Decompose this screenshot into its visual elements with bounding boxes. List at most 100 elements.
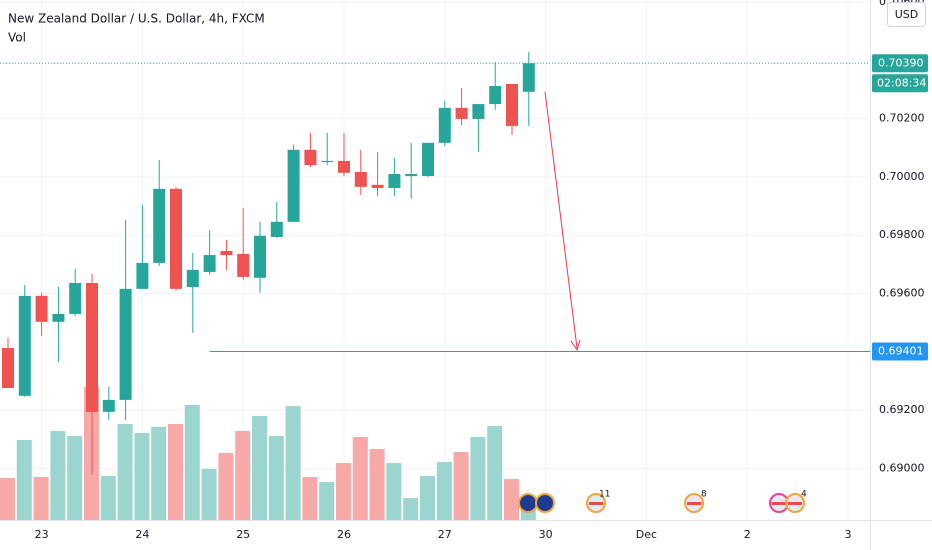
- volume-bar: [470, 437, 486, 520]
- candle-body: [254, 235, 266, 278]
- volume-bar: [386, 463, 402, 520]
- event-icon[interactable]: [518, 493, 538, 513]
- currency-button[interactable]: [887, 2, 926, 27]
- y-tick-label: 0.69200: [879, 403, 925, 416]
- volume-bar: [420, 476, 435, 520]
- x-tick-label: Dec: [636, 528, 657, 541]
- x-tick-label: 30: [539, 528, 553, 541]
- price-tags: 0.70390 02:08:34 0.69401: [872, 54, 928, 361]
- volume-bar: [16, 440, 32, 520]
- x-tick-label: 3: [845, 528, 852, 541]
- candle-body: [304, 149, 317, 165]
- volume-bar: [134, 433, 150, 520]
- chart-title: New Zealand Dollar / U.S. Dollar, 4h, FX…: [8, 12, 265, 26]
- x-tick-label: 24: [135, 528, 149, 541]
- candle-body: [136, 262, 149, 289]
- countdown-label: 02:08:34: [877, 76, 926, 89]
- arrow-line: [544, 91, 578, 349]
- y-tick-label: 0.69600: [879, 287, 925, 300]
- candles: [2, 51, 535, 475]
- volume-pane: [0, 387, 536, 520]
- flag-stripe: [788, 502, 802, 505]
- volume-bar: [369, 449, 385, 520]
- flag-stripe: [687, 502, 701, 505]
- volume-bar: [235, 431, 251, 520]
- y-tick-label: 0.69000: [879, 461, 925, 474]
- x-tick-label: 26: [337, 528, 351, 541]
- volume-bar: [336, 463, 351, 520]
- candle-body: [186, 269, 199, 288]
- candle-body: [153, 188, 166, 263]
- volume-bar: [285, 406, 301, 520]
- y-tick-label: 0.70000: [879, 170, 925, 183]
- candle-body: [220, 250, 233, 256]
- y-tick-label: 0.70200: [879, 112, 925, 125]
- candle-body: [405, 174, 418, 177]
- candle-body: [237, 253, 250, 277]
- candle-body: [35, 295, 48, 322]
- volume-bar: [403, 498, 419, 520]
- volume-bar: [436, 462, 452, 520]
- candle-body: [455, 107, 468, 119]
- candle-body: [102, 399, 115, 412]
- candle-body: [338, 160, 350, 173]
- event-count: 4: [801, 490, 807, 500]
- volume-bar: [487, 426, 503, 520]
- volume-bar: [0, 478, 15, 520]
- candle-body: [489, 85, 502, 105]
- candle-body: [522, 63, 535, 92]
- volume-bar: [100, 476, 116, 520]
- candle-body: [18, 295, 31, 396]
- x-tick-label: 2: [744, 528, 751, 541]
- x-tick-label: 23: [35, 528, 49, 541]
- volume-bar: [352, 437, 368, 520]
- countdown-tag: [872, 74, 928, 93]
- volume-bar: [67, 436, 83, 520]
- candle-body: [371, 184, 384, 189]
- candle-body: [203, 255, 216, 272]
- volume-bar: [184, 405, 200, 520]
- volume-bar: [252, 416, 267, 520]
- event-count: 11: [599, 490, 610, 500]
- candle-body: [69, 283, 82, 314]
- x-tick-label: 25: [236, 528, 250, 541]
- x-tick-label: 27: [438, 528, 452, 541]
- y-tick-label: 0.69800: [879, 228, 925, 241]
- flag-stripe: [772, 502, 786, 505]
- candle-body: [52, 313, 65, 322]
- volume-bar: [50, 431, 66, 520]
- candle-body: [506, 83, 518, 126]
- candle-body: [354, 171, 367, 187]
- volume-bar: [117, 424, 133, 520]
- candle-body: [2, 348, 14, 388]
- currency-label: USD: [895, 8, 919, 21]
- axes: 0.706000.702000.700000.698000.696000.692…: [35, 0, 925, 541]
- volume-bar: [504, 479, 519, 520]
- last-price-label: 0.70390: [878, 56, 924, 69]
- volume-bar: [319, 482, 335, 520]
- volume-bar: [218, 453, 234, 520]
- volume-bar: [151, 427, 167, 520]
- candle-body: [438, 107, 451, 143]
- candle-body: [86, 283, 98, 412]
- event-icons: 11 8 4: [518, 490, 807, 513]
- candle-body: [388, 174, 401, 189]
- candle-body: [321, 160, 334, 163]
- event-icon[interactable]: [535, 493, 555, 513]
- overlays: [0, 62, 870, 353]
- volume-bar: [268, 436, 284, 520]
- arrow-head: [570, 339, 581, 352]
- candle-body: [287, 149, 300, 222]
- hline-label: 0.69401: [878, 345, 924, 358]
- hline-tag: [872, 342, 928, 361]
- indicator-label: Vol: [8, 31, 26, 45]
- candle-body: [170, 188, 182, 289]
- last-price-tag: [872, 54, 928, 73]
- volume-bar: [201, 469, 217, 520]
- flag-stripe: [589, 502, 603, 505]
- event-count: 8: [701, 490, 707, 500]
- volume-bar: [33, 477, 49, 520]
- volume-bar: [302, 477, 318, 520]
